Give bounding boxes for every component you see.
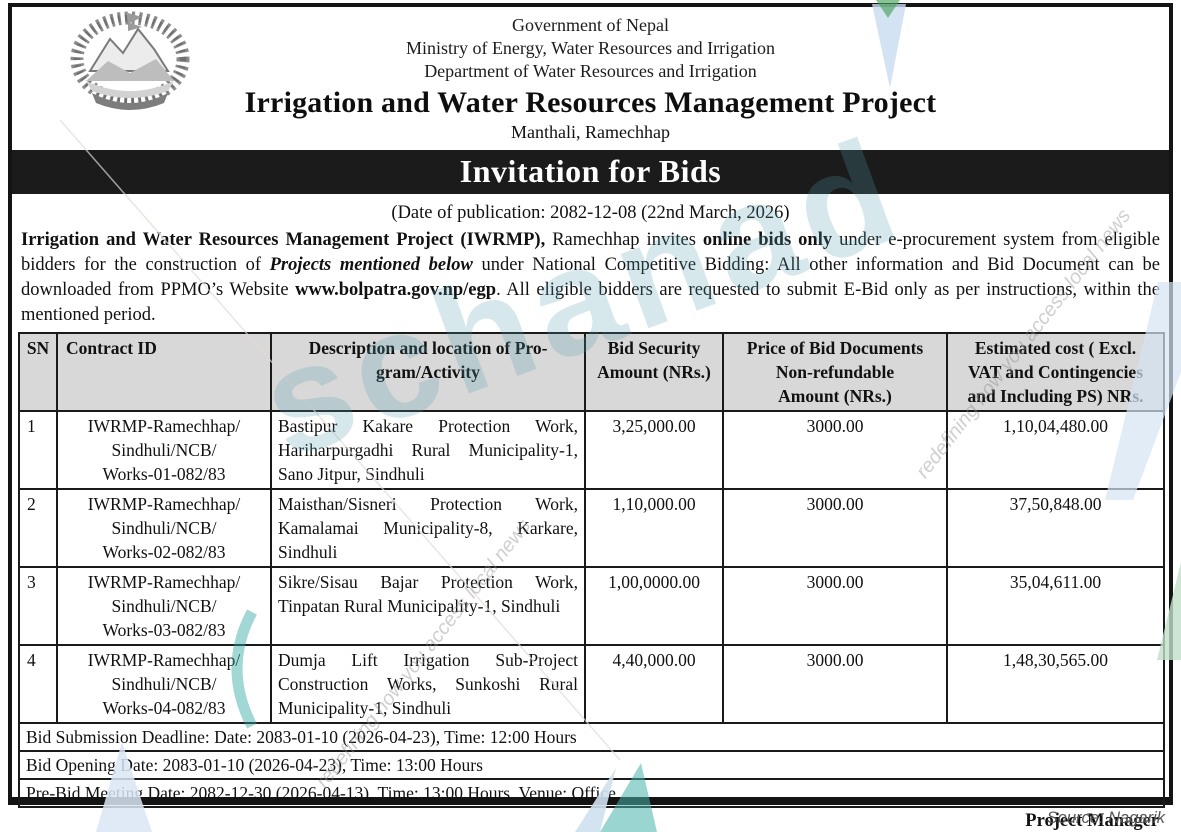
bid-submission-deadline: Bid Submission Deadline: Date: 2083-01-1… bbox=[18, 722, 1165, 752]
ministry-line: Ministry of Energy, Water Resources and … bbox=[405, 38, 776, 58]
header-line: Price of Bid Documents bbox=[746, 338, 924, 358]
cell-description: Maisthan/Sisneri Protection Work, Kamala… bbox=[270, 488, 586, 568]
col-header-contract-id: Contract ID bbox=[56, 332, 272, 412]
cell-doc-price: 3000.00 bbox=[722, 410, 948, 490]
contract-line: Sindhuli/NCB/ bbox=[111, 674, 217, 694]
intro-seg: Ramechhap invites bbox=[545, 230, 703, 250]
header-line: SN bbox=[26, 338, 50, 358]
cell-sn: 3 bbox=[18, 566, 58, 646]
website-url: www.bolpatra.gov.np/egp bbox=[295, 280, 497, 300]
contract-line: Works-04-082/83 bbox=[102, 698, 226, 718]
table-row: 1 IWRMP-Ramechhap/ Sindhuli/NCB/ Works-0… bbox=[18, 410, 1165, 490]
header-line: Estimated cost ( Excl. bbox=[974, 338, 1137, 358]
contract-line: Works-01-082/83 bbox=[102, 464, 226, 484]
masthead: Government of Nepal Ministry of Energy, … bbox=[12, 7, 1169, 144]
table-header-row: SN Contract ID Description and location … bbox=[18, 332, 1165, 412]
source-attribution: Source: Nagarik bbox=[1046, 809, 1165, 827]
table-row: 2 IWRMP-Ramechhap/ Sindhuli/NCB/ Works-0… bbox=[18, 488, 1165, 568]
col-header-sn: SN bbox=[18, 332, 58, 412]
intro-seg-bold-italic: Projects mentioned below bbox=[269, 255, 473, 275]
header-line: Bid Security bbox=[607, 338, 701, 358]
signoff-project-manager: Project Manager bbox=[1025, 811, 1159, 831]
cell-sn: 1 bbox=[18, 410, 58, 490]
cell-bid-security: 4,40,000.00 bbox=[584, 644, 724, 724]
cell-description: Sikre/Sisau Bajar Protection Work, Tinpa… bbox=[270, 566, 586, 646]
pre-bid-meeting-date: Pre-Bid Meeting Date: 2082-12-30 (2026-0… bbox=[18, 778, 1165, 808]
contract-line: Sindhuli/NCB/ bbox=[111, 596, 217, 616]
table-body: 1 IWRMP-Ramechhap/ Sindhuli/NCB/ Works-0… bbox=[18, 410, 1165, 808]
intro-paragraph: Irrigation and Water Resources Managemen… bbox=[12, 228, 1169, 328]
col-header-description: Description and location of Pro- gram/Ac… bbox=[270, 332, 586, 412]
cell-sn: 2 bbox=[18, 488, 58, 568]
department-line: Department of Water Resources and Irriga… bbox=[424, 61, 757, 81]
cell-contract-id: IWRMP-Ramechhap/ Sindhuli/NCB/ Works-02-… bbox=[56, 488, 272, 568]
project-title: Irrigation and Water Resources Managemen… bbox=[244, 86, 937, 119]
header-line: Description and location of Pro- bbox=[308, 338, 548, 358]
bids-table: SN Contract ID Description and location … bbox=[18, 332, 1165, 808]
contract-line: Sindhuli/NCB/ bbox=[111, 440, 217, 460]
intro-seg-bold-lead: Irrigation and Water Resources Managemen… bbox=[21, 230, 546, 250]
col-header-doc-price: Price of Bid Documents Non-refundable Am… bbox=[722, 332, 948, 412]
header-line: Amount (NRs.) bbox=[778, 386, 892, 406]
cell-description: Bastipur Kakare Protection Work, Harihar… bbox=[270, 410, 586, 490]
invitation-banner: Invitation for Bids bbox=[12, 150, 1169, 194]
cell-estimated-cost: 1,10,04,480.00 bbox=[946, 410, 1165, 490]
col-header-bid-security: Bid Security Amount (NRs.) bbox=[584, 332, 724, 412]
table-row: 4 IWRMP-Ramechhap/ Sindhuli/NCB/ Works-0… bbox=[18, 644, 1165, 724]
header-line: Amount (NRs.) bbox=[597, 362, 711, 382]
cell-contract-id: IWRMP-Ramechhap/ Sindhuli/NCB/ Works-04-… bbox=[56, 644, 272, 724]
cell-estimated-cost: 37,50,848.00 bbox=[946, 488, 1165, 568]
nepal-emblem-icon bbox=[70, 11, 190, 110]
publication-date-line: (Date of publication: 2082-12-08 (22nd M… bbox=[391, 203, 790, 223]
cell-description: Dumja Lift Irrigation Sub-Project Constr… bbox=[270, 644, 586, 724]
cell-doc-price: 3000.00 bbox=[722, 488, 948, 568]
table-footer-row: Pre-Bid Meeting Date: 2082-12-30 (2026-0… bbox=[18, 778, 1165, 808]
table-header: SN Contract ID Description and location … bbox=[18, 332, 1165, 412]
cell-doc-price: 3000.00 bbox=[722, 644, 948, 724]
table-footer-row: Bid Opening Date: 2083-01-10 (2026-04-23… bbox=[18, 750, 1165, 780]
cell-bid-security: 1,10,000.00 bbox=[584, 488, 724, 568]
tender-notice-frame: Government of Nepal Ministry of Energy, … bbox=[8, 3, 1173, 831]
cell-estimated-cost: 1,48,30,565.00 bbox=[946, 644, 1165, 724]
contract-line: Works-03-082/83 bbox=[102, 620, 226, 640]
intro-seg-bold: online bids only bbox=[702, 230, 833, 250]
contract-line: Sindhuli/NCB/ bbox=[111, 518, 217, 538]
table-row: 3 IWRMP-Ramechhap/ Sindhuli/NCB/ Works-0… bbox=[18, 566, 1165, 646]
header-line: Non-refundable bbox=[775, 362, 895, 382]
cell-contract-id: IWRMP-Ramechhap/ Sindhuli/NCB/ Works-03-… bbox=[56, 566, 272, 646]
gov-line: Government of Nepal bbox=[512, 15, 669, 35]
contract-line: IWRMP-Ramechhap/ bbox=[87, 572, 241, 592]
cell-doc-price: 3000.00 bbox=[722, 566, 948, 646]
table-footer-row: Bid Submission Deadline: Date: 2083-01-1… bbox=[18, 722, 1165, 752]
col-header-estimated-cost: Estimated cost ( Excl. VAT and Contingen… bbox=[946, 332, 1165, 412]
bid-opening-date: Bid Opening Date: 2083-01-10 (2026-04-23… bbox=[18, 750, 1165, 780]
header-line: gram/Activity bbox=[376, 362, 480, 382]
cell-bid-security: 3,25,000.00 bbox=[584, 410, 724, 490]
contract-line: IWRMP-Ramechhap/ bbox=[87, 416, 241, 436]
cell-contract-id: IWRMP-Ramechhap/ Sindhuli/NCB/ Works-01-… bbox=[56, 410, 272, 490]
header-line: Contract ID bbox=[66, 338, 157, 358]
cell-estimated-cost: 35,04,611.00 bbox=[946, 566, 1165, 646]
contract-line: Works-02-082/83 bbox=[102, 542, 226, 562]
cell-sn: 4 bbox=[18, 644, 58, 724]
header-line: and Including PS) NRs. bbox=[967, 386, 1144, 406]
location-line: Manthali, Ramechhap bbox=[511, 122, 670, 142]
header-line: VAT and Contingencies bbox=[967, 362, 1144, 382]
cell-bid-security: 1,00,0000.00 bbox=[584, 566, 724, 646]
contract-line: IWRMP-Ramechhap/ bbox=[87, 650, 241, 670]
contract-line: IWRMP-Ramechhap/ bbox=[87, 494, 241, 514]
